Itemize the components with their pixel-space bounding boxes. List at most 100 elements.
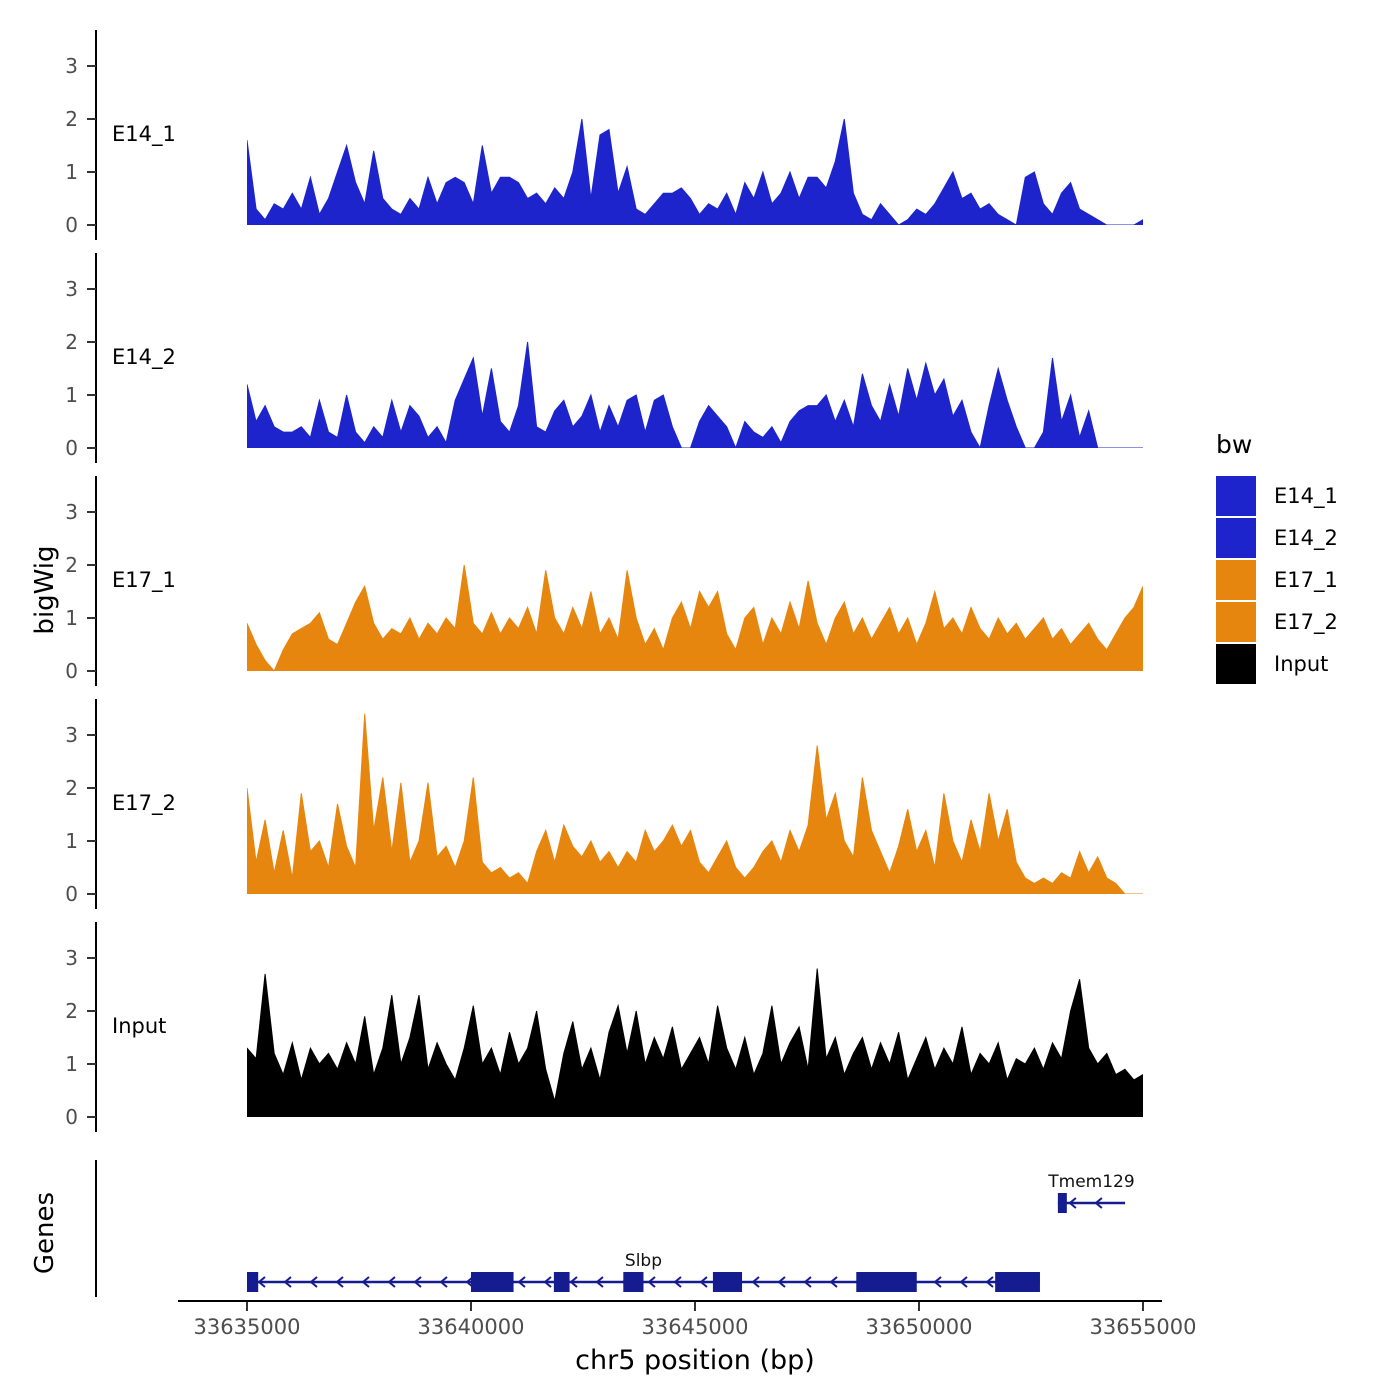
y-axis-tick [87,341,96,343]
strand-arrow [361,1276,370,1288]
coverage-polygon [247,713,1143,894]
y-tick-label: 0 [65,882,78,906]
y-tick-label: 1 [65,606,78,630]
track-panel-E17_1: 0 1 2 3 E17_1 [0,476,1400,686]
y-axis-tick [87,840,96,842]
y-tick-label: 0 [65,213,78,237]
x-axis-line [178,1300,1162,1302]
y-axis-line [95,922,97,1132]
y-axis-line [95,699,97,909]
legend-entry-E17_2: E17_2 [1216,601,1400,643]
y-tick-label: 0 [65,659,78,683]
legend-entry-E17_1: E17_1 [1216,559,1400,601]
legend-label-E17_1: E17_1 [1274,568,1338,592]
strand-arrow [959,1276,968,1288]
strand-arrow [699,1276,708,1288]
legend-label-E14_2: E14_2 [1274,526,1338,550]
x-tick-label: 33655000 [1089,1315,1197,1339]
coverage-area-Input [247,968,1143,1117]
x-tick-label: 33640000 [417,1315,525,1339]
strand-arrow [673,1276,682,1288]
x-tick-label: 33650000 [865,1315,973,1339]
y-axis-line [95,476,97,686]
strand-arrow [517,1276,526,1288]
strand-arrow [335,1276,344,1288]
x-axis-tick [918,1302,920,1311]
coverage-polygon [247,564,1143,671]
x-tick-label: 33645000 [641,1315,749,1339]
y-tick-label: 1 [65,383,78,407]
legend-title: bw [1216,430,1253,459]
legend-swatch-E14_2 [1216,518,1256,558]
y-axis-line [95,253,97,463]
strand-arrow [257,1276,266,1288]
exon-box [471,1272,514,1292]
track-name-label: E14_2 [112,345,176,369]
y-axis-tick [87,447,96,449]
y-axis-tick [87,617,96,619]
y-tick-label: 3 [65,277,78,301]
y-tick-label: 2 [65,107,78,131]
y-tick-label: 3 [65,54,78,78]
y-axis-tick [87,957,96,959]
legend-label-E17_2: E17_2 [1274,610,1338,634]
strand-arrow [933,1276,942,1288]
strand-arrow [543,1276,552,1288]
coverage-polygon [247,118,1143,225]
y-tick-label: 1 [65,829,78,853]
strand-arrow [309,1276,318,1288]
track-name-label: E17_2 [112,791,176,815]
gene-model-track: Tmem129 Slbp [247,1172,1135,1292]
exon-box [712,1272,743,1292]
y-tick-label: 2 [65,330,78,354]
y-axis-tick [87,224,96,226]
strand-arrow [803,1276,812,1288]
genes-axis-line [95,1160,97,1297]
coverage-area-E17_2 [247,713,1143,894]
y-axis-tick [87,288,96,290]
strand-arrow [439,1276,448,1288]
y-axis-tick [87,734,96,736]
gene-label: Tmem129 [1047,1172,1134,1192]
exon-box [247,1272,259,1292]
track-panel-E14_1: 0 1 2 3 E14_1 [0,30,1400,240]
legend-label-Input: Input [1274,652,1329,676]
coverage-polygon [247,341,1143,448]
y-tick-label: 2 [65,776,78,800]
y-axis-tick [87,171,96,173]
strand-arrow [413,1276,422,1288]
y-tick-label: 3 [65,723,78,747]
legend-entry-Input: Input [1216,643,1400,685]
x-axis-tick [470,1302,472,1311]
y-axis-tick [87,511,96,513]
exon-box [1057,1193,1067,1213]
strand-arrow [777,1276,786,1288]
coverage-area-E14_2 [247,341,1143,448]
y-tick-label: 0 [65,436,78,460]
legend-label-E14_1: E14_1 [1274,484,1338,508]
legend-items: E14_1 E14_2 E17_1 E17_2 Input [1216,475,1400,685]
y-axis-tick [87,670,96,672]
track-name-label: Input [112,1014,167,1038]
track-panel-Input: 0 1 2 3 Input [0,922,1400,1132]
legend-swatch-E17_2 [1216,602,1256,642]
legend-swatch-Input [1216,644,1256,684]
strand-arrow [751,1276,760,1288]
track-panel-E14_2: 0 1 2 3 E14_2 [0,253,1400,463]
strand-arrow [387,1276,396,1288]
legend-swatch-E14_1 [1216,476,1256,516]
coverage-area-E14_1 [247,118,1143,225]
y-tick-label: 3 [65,946,78,970]
x-tick-label: 33635000 [193,1315,301,1339]
exon-box [623,1272,644,1292]
y-axis-tick [87,118,96,120]
strand-arrow [829,1276,838,1288]
y-axis-tick [87,65,96,67]
legend: bw E14_1 E14_2 E17_1 E17_2 Input [1216,430,1400,685]
x-axis-tick [246,1302,248,1311]
strand-arrow [595,1276,604,1288]
track-name-label: E17_1 [112,568,176,592]
y-tick-label: 1 [65,160,78,184]
exon-box [553,1272,570,1292]
